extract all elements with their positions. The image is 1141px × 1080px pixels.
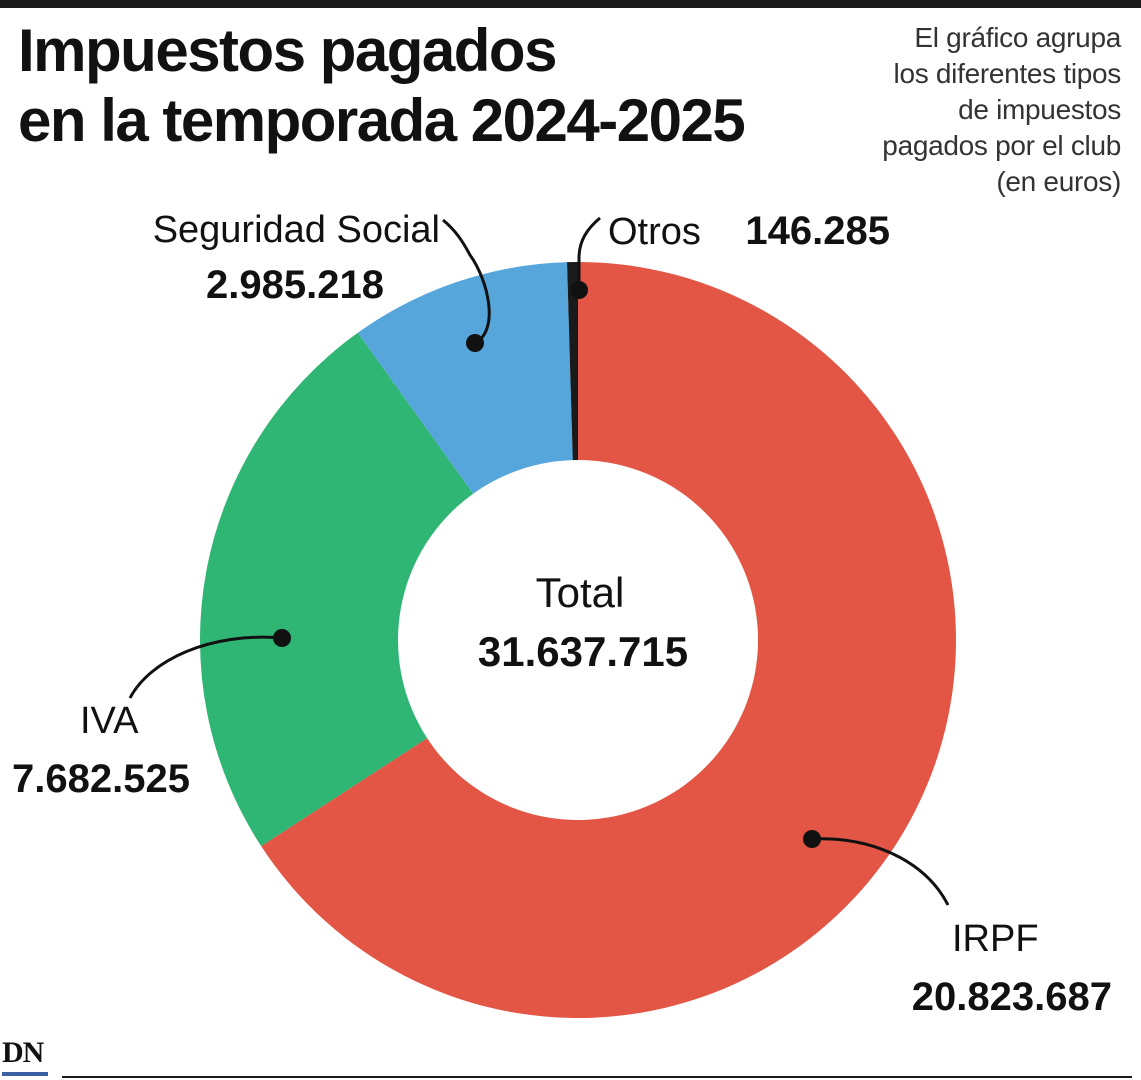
slice-irpf [261,262,956,1018]
label-iva-value: 7.682.525 [12,757,190,801]
note-line-2: los diferentes tipos [893,58,1122,89]
donut-slices [200,262,956,1018]
leader-dot-iva [273,629,291,647]
leader-line-iva [128,635,283,699]
label-iva-name: IVA [80,700,139,742]
note-line-1: El gráfico agrupa [914,22,1121,53]
center-total-label: Total [536,569,625,616]
leader-dot-irpf [803,830,821,848]
label-seguridad-social-value: 2.985.218 [206,263,384,307]
dn-logo: DN [2,1036,44,1069]
label-otros-name: Otros [608,211,701,253]
slice-otros [567,262,578,461]
chart-title: Impuestos pagados en la temporada 2024-2… [18,16,746,156]
label-irpf-value: 20.823.687 [912,975,1112,1019]
leader-line-seguridad-social [442,218,491,345]
leader-dot-seguridad-social [466,334,484,352]
note-line-5: (en euros) [996,166,1121,197]
top-rule [0,0,1141,8]
leader-line-irpf [811,837,950,906]
label-seguridad-social-name: Seguridad Social [153,209,440,251]
leader-line-otros [577,216,601,290]
chart-title-line-2: en la temporada 2024-2025 [18,87,746,154]
note-line-4: pagados por el club [882,130,1121,161]
slice-iva [200,332,474,847]
chart-title-line-1: Impuestos pagados [18,17,557,84]
slice-seguridad-social [357,262,573,494]
note-line-3: de impuestos [958,94,1121,125]
center-total-value: 31.637.715 [478,628,688,675]
label-irpf-name: IRPF [952,918,1039,960]
chart-note: El gráfico agrupa los diferentes tipos d… [882,20,1121,200]
logo-accent-bar [2,1072,48,1076]
label-otros-value: 146.285 [745,209,890,253]
bottom-rule [62,1076,1132,1078]
leader-dot-otros [570,281,588,299]
